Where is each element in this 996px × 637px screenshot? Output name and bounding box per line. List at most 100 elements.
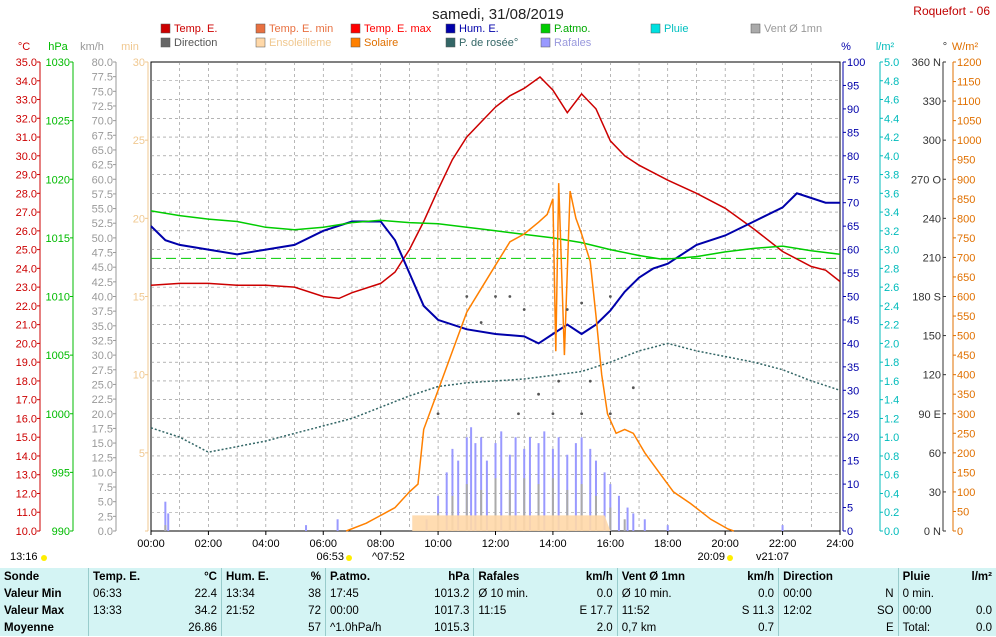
stats-cell-time: 12:02 <box>778 602 863 619</box>
axis-label-hum: 70 <box>847 198 859 210</box>
series-direction-point <box>580 301 584 305</box>
stats-row-label: Moyenne <box>4 621 54 634</box>
axis-label-hum: 10 <box>847 479 859 491</box>
axis-label-solar: 600 <box>957 292 975 304</box>
stats-table: Sonde Temp. E. °C Hum. E. % P.atmo. hPa … <box>0 568 996 636</box>
axis-label-solar: 900 <box>957 174 975 186</box>
stats-cell-value: E 17.7 <box>579 604 613 617</box>
stats-row-min: Valeur Min 06:33 22.4 13:34 38 17:45 101… <box>0 585 996 602</box>
series-hum-e-line <box>150 192 840 345</box>
axis-label-rain: 2.8 <box>884 263 899 275</box>
axis-unit-temp: °C <box>18 41 30 53</box>
axis-label-temp: 14.0 <box>16 451 37 463</box>
axis-label-solar: 650 <box>957 272 975 284</box>
axis-label-dir: 150 <box>923 331 941 343</box>
series-direction-point <box>551 412 555 416</box>
axis-label-solar: 250 <box>957 428 975 440</box>
axis-label-dir: 0 N <box>924 526 941 538</box>
axis-label-rain: 1.0 <box>884 432 899 444</box>
axis-label-wind: 35.0 <box>92 321 113 333</box>
axis-label-hum: 80 <box>847 151 859 163</box>
axis-label-rain: 1.6 <box>884 376 899 388</box>
legend-swatch <box>160 37 171 48</box>
axis-label-minutes: 10 <box>133 370 145 382</box>
axis-label-solar: 950 <box>957 155 975 167</box>
stats-cell-value: E <box>885 621 894 634</box>
axis-label-rain: 0.0 <box>884 526 899 538</box>
legend-swatch <box>255 37 266 48</box>
axis-label-temp: 15.0 <box>16 432 37 444</box>
legend-swatch <box>160 23 171 34</box>
axis-label-solar: 0 <box>957 526 963 538</box>
legend-swatch <box>350 23 361 34</box>
series-solaire-line <box>345 183 735 532</box>
axis-label-rain: 0.4 <box>884 488 899 500</box>
axis-label-minutes: 25 <box>133 135 145 147</box>
axis-label-press: 1025 <box>46 116 70 128</box>
series-direction-point <box>608 412 612 416</box>
axis-label-dir: 270 O <box>911 174 941 186</box>
axis-label-minutes: 15 <box>133 292 145 304</box>
axis-label-press: 990 <box>52 526 70 538</box>
legend-label: Temp. E. min <box>269 23 333 35</box>
axis-label-solar: 800 <box>957 213 975 225</box>
chart-title: samedi, 31/08/2019 <box>432 6 564 23</box>
axis-label-rain: 3.4 <box>884 207 899 219</box>
axis-label-solar: 550 <box>957 311 975 323</box>
axis-label-temp: 21.0 <box>16 320 37 332</box>
legend-swatch <box>255 23 266 34</box>
series-direction-point <box>608 295 612 298</box>
stats-cell-value: 2.0 <box>596 621 613 634</box>
series-direction-point <box>631 386 635 390</box>
stats-header-temp: Temp. E. <box>88 568 169 585</box>
axis-label-hum: 45 <box>847 315 859 327</box>
legend-label: P.atmo. <box>554 23 591 35</box>
stats-cell-time: Ø 10 min. <box>473 585 558 602</box>
legend-label: Temp. E. <box>174 23 217 35</box>
axis-label-rain: 5.0 <box>884 57 899 69</box>
stats-cell-value: 34.2 <box>194 604 217 617</box>
axis-label-hum: 65 <box>847 221 859 233</box>
stats-cell-value <box>955 585 996 602</box>
stats-cell-time: 21:52 <box>220 602 295 619</box>
axis-label-press: 1020 <box>46 174 70 186</box>
axis-label-temp: 30.0 <box>16 151 37 163</box>
axis-label-temp: 29.0 <box>16 170 37 182</box>
axis-label-hum: 20 <box>847 432 859 444</box>
marker-sunrise: 06:53 <box>316 551 344 563</box>
x-tick-label: 20:00 <box>711 538 739 550</box>
axis-label-rain: 1.2 <box>884 413 899 425</box>
axis-label-temp: 20.0 <box>16 338 37 350</box>
stats-header-rain: Pluie <box>897 568 956 585</box>
axis-label-dir: 330 <box>923 96 941 108</box>
stats-cell-value: 1015.3 <box>434 621 470 634</box>
series-direction-point <box>517 412 520 416</box>
weather-chart: 00:00 02:00 04:00 06:00 08:00 10:00 12:00 14:00… <box>10 23 981 563</box>
axis-label-press: 1005 <box>46 350 70 362</box>
axis-label-temp: 33.0 <box>16 95 37 107</box>
axis-label-wind: 55.0 <box>92 204 113 216</box>
axis-label-dir: 30 <box>929 487 941 499</box>
x-tick-label: 02:00 <box>195 538 223 550</box>
stats-cell-value: 0.0 <box>976 604 992 617</box>
axis-unit-dir: ° <box>943 41 947 53</box>
axis-label-dir: 90 E <box>918 409 941 421</box>
marker-sunset-end: v21:07 <box>756 551 789 563</box>
stats-cell-value: S 11.3 <box>741 604 775 617</box>
stats-cell-time: Ø 10 min. <box>616 585 721 602</box>
axis-label-wind: 25.0 <box>92 379 113 391</box>
axis-label-wind: 80.0 <box>92 57 113 69</box>
axis-label-wind: 12.5 <box>92 453 113 465</box>
series-direction-point <box>557 379 561 383</box>
legend-label: Pluie <box>664 23 688 35</box>
x-tick-label: 16:00 <box>597 538 625 550</box>
axis-label-solar: 1100 <box>957 96 981 108</box>
axis-label-rain: 4.4 <box>884 113 899 125</box>
series-direction-point <box>580 412 584 416</box>
axis-label-wind: 52.5 <box>92 218 113 230</box>
series-p-de-ros-e-line <box>150 342 841 453</box>
axis-label-temp: 28.0 <box>16 188 37 200</box>
axis-label-temp: 27.0 <box>16 207 37 219</box>
legend-swatch <box>650 23 661 34</box>
stats-cell-time: 00:00 <box>778 585 863 602</box>
